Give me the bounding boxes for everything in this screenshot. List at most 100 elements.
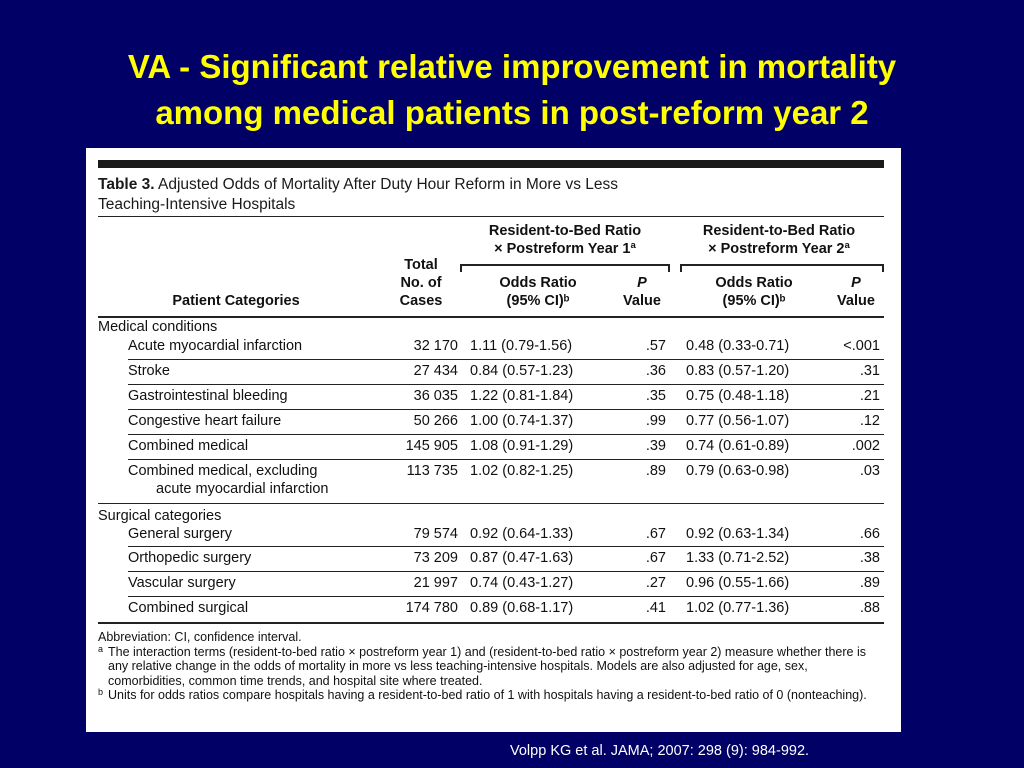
table-bottom-rule [98, 622, 884, 624]
group2-header: Resident-to-Bed Ratio × Postreform Year … [674, 222, 884, 258]
footnote-b: b Units for odds ratios compare hospital… [98, 687, 888, 703]
cell-total: 50 266 [413, 413, 458, 429]
table-image-panel: Table 3. Adjusted Odds of Mortality Afte… [86, 148, 901, 732]
row-rule [128, 459, 884, 460]
cell-total: 32 170 [413, 338, 458, 354]
slide-title-line1: VA - Significant relative improvement in… [127, 48, 897, 85]
cell-or2: 0.77 (0.56-1.07) [686, 413, 790, 429]
cell-or1: 0.74 (0.43-1.27) [470, 575, 574, 591]
cell-p2: .31 [859, 363, 880, 379]
cell-or2: 0.79 (0.63-0.98) [686, 463, 790, 479]
footnote-a-mark: a [98, 643, 104, 654]
row-rule [128, 359, 884, 360]
cell-p1: .67 [645, 550, 666, 566]
cell-p1: .36 [645, 363, 666, 379]
header-rule [98, 316, 884, 318]
cell-total: 21 997 [413, 575, 458, 591]
cell-or1: 1.22 (0.81-1.84) [470, 388, 574, 404]
cell-p2: .21 [859, 388, 880, 404]
col-header-or2-line1: Odds Ratio [715, 275, 793, 291]
col-header-or1: Odds Ratio (95% CI)ᵇ [468, 274, 608, 310]
cell-category: Gastrointestinal bleeding [128, 388, 288, 404]
cell-or1: 1.00 (0.74-1.37) [470, 413, 574, 429]
row-rule [128, 571, 884, 572]
row-rule [128, 409, 884, 410]
cell-or2: 1.02 (0.77-1.36) [686, 600, 790, 616]
col-header-p1-line2: Value [623, 293, 661, 309]
row-rule [128, 546, 884, 547]
cell-category: Combined surgical [128, 600, 249, 616]
cell-or1: 0.89 (0.68-1.17) [470, 600, 574, 616]
col-header-total-line3: Cases [399, 293, 443, 309]
col-header-p2-line2: Value [837, 293, 875, 309]
cell-or1: 0.92 (0.64-1.33) [470, 526, 574, 542]
cell-p1: .99 [645, 413, 666, 429]
cell-p2: <.001 [843, 338, 880, 354]
cell-or1: 1.11 (0.79-1.56) [470, 338, 573, 354]
cell-category: Orthopedic surgery [128, 550, 252, 566]
cell-or2: 0.96 (0.55-1.66) [686, 575, 790, 591]
footnote-b-text: Units for odds ratios compare hospitals … [108, 688, 867, 702]
cell-p1: .67 [645, 526, 666, 542]
table-caption-line2: Teaching-Intensive Hospitals [98, 196, 296, 213]
footnote-a: a The interaction terms (resident-to-bed… [98, 643, 888, 689]
cell-p2: .002 [851, 438, 880, 454]
cell-total: 36 035 [413, 388, 458, 404]
col-header-p1: P Value [612, 274, 672, 310]
cell-p2: .89 [859, 575, 880, 591]
group1-header-line2: × Postreform Year 1ª [494, 241, 636, 257]
cell-p1: .89 [645, 463, 666, 479]
cell-or2: 1.33 (0.71-2.52) [686, 550, 790, 566]
cell-total: 79 574 [413, 526, 458, 542]
cell-category: Combined medical, excluding [128, 463, 318, 479]
cell-p1: .35 [645, 388, 666, 404]
col-header-or2: Odds Ratio (95% CI)ᵇ [684, 274, 824, 310]
cell-p2: .38 [859, 550, 880, 566]
cell-or2: 0.92 (0.63-1.34) [686, 526, 790, 542]
group1-bracket [460, 264, 670, 272]
cell-category: Vascular surgery [128, 575, 236, 591]
cell-category-continuation: acute myocardial infarction [156, 481, 329, 497]
cell-p2: .88 [859, 600, 880, 616]
section-surgical-label: Surgical categories [98, 508, 222, 524]
table-caption: Table 3. Adjusted Odds of Mortality Afte… [98, 175, 884, 215]
table-footnotes: Abbreviation: CI, confidence interval. a… [98, 630, 888, 703]
cell-total: 174 780 [405, 600, 458, 616]
slide-title: VA - Significant relative improvement in… [0, 44, 1024, 136]
row-rule [128, 384, 884, 385]
cell-or1: 0.84 (0.57-1.23) [470, 363, 574, 379]
cell-or1: 1.08 (0.91-1.29) [470, 438, 574, 454]
cell-p2: .12 [859, 413, 880, 429]
col-header-p2-line1: P [851, 275, 861, 291]
cell-p2: .03 [859, 463, 880, 479]
section-medical-label: Medical conditions [98, 319, 218, 335]
cell-or2: 0.75 (0.48-1.18) [686, 388, 790, 404]
cell-p1: .39 [645, 438, 666, 454]
row-rule [128, 434, 884, 435]
col-header-or1-line1: Odds Ratio [499, 275, 577, 291]
table-caption-line1: Adjusted Odds of Mortality After Duty Ho… [158, 176, 619, 193]
cell-category: General surgery [128, 526, 232, 542]
group2-header-line2: × Postreform Year 2ª [708, 241, 850, 257]
col-header-p1-line1: P [637, 275, 647, 291]
cell-p1: .41 [645, 600, 666, 616]
cell-or1: 0.87 (0.47-1.63) [470, 550, 574, 566]
cell-p1: .27 [645, 575, 666, 591]
cell-or2: 0.74 (0.61-0.89) [686, 438, 790, 454]
group2-bracket [680, 264, 884, 272]
group1-header-line1: Resident-to-Bed Ratio [488, 223, 642, 239]
section-rule [98, 503, 884, 504]
col-header-category: Patient Categories [172, 293, 300, 309]
group2-header-line1: Resident-to-Bed Ratio [702, 223, 856, 239]
cell-category: Congestive heart failure [128, 413, 282, 429]
cell-or2: 0.83 (0.57-1.20) [686, 363, 790, 379]
cell-total: 113 735 [406, 463, 458, 479]
cell-category: Combined medical [128, 438, 249, 454]
slide-title-line2: among medical patients in post-reform ye… [155, 94, 869, 131]
col-header-or2-line2: (95% CI)ᵇ [722, 293, 786, 309]
footnote-b-mark: b [98, 687, 104, 697]
cell-category: Acute myocardial infarction [128, 338, 303, 354]
group1-header: Resident-to-Bed Ratio × Postreform Year … [460, 222, 670, 258]
cell-category: Stroke [128, 363, 170, 379]
row-rule [128, 596, 884, 597]
